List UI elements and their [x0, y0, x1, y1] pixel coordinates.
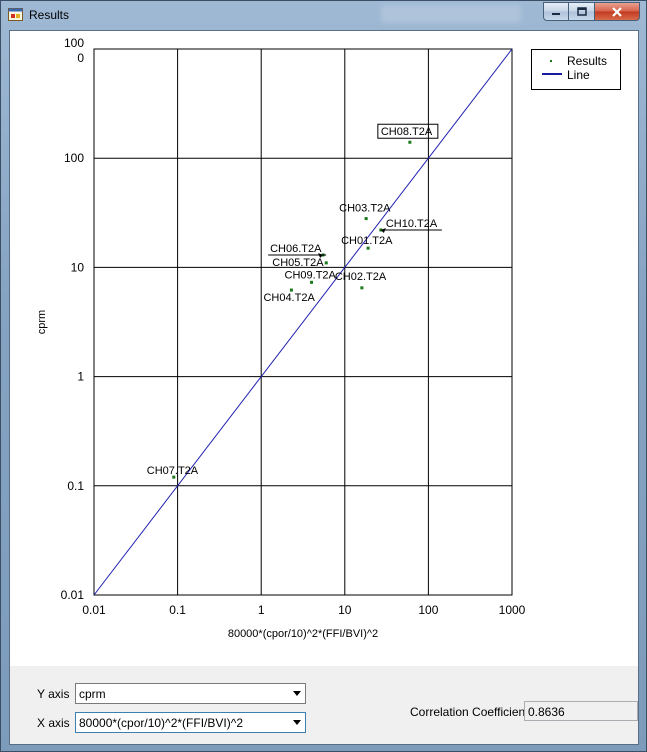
data-point-label: CH03.T2A [339, 203, 391, 215]
data-point-label: CH05.T2A [272, 257, 324, 269]
data-point [408, 140, 412, 144]
y-axis-label: Y axis [37, 687, 70, 701]
correlation-value: 0.8636 [528, 705, 565, 719]
y-axis-value: cprm [79, 687, 106, 701]
title-bar[interactable]: Results [1, 1, 646, 29]
correlation-label: Correlation Coefficient [410, 705, 529, 719]
data-label-arrowhead [318, 252, 324, 258]
x-axis-title: 80000*(cpor/10)^2*(FFI/BVI)^2 [228, 628, 378, 640]
x-axis-label: X axis [37, 716, 70, 730]
legend-swatches [542, 60, 562, 75]
y-axis-title: cprm [36, 310, 48, 334]
x-tick-label: 0.1 [169, 603, 186, 617]
data-point [324, 261, 328, 265]
legend-label-results: Results [567, 54, 608, 68]
maximize-button[interactable] [569, 2, 595, 21]
client-area: 0.01 0.1 1 10 100 1000 0.01 0.1 1 10 100 100 0 80000*… [9, 30, 639, 745]
window-controls [543, 2, 640, 21]
minimize-button[interactable] [543, 2, 569, 21]
window-title: Results [29, 8, 70, 22]
app-icon [8, 8, 23, 21]
chevron-down-icon[interactable] [288, 684, 305, 703]
chevron-down-icon[interactable] [288, 713, 305, 732]
y-axis-combo[interactable]: cprm [75, 683, 306, 704]
x-tick-label: 100 [418, 603, 438, 617]
data-point [172, 475, 176, 479]
data-point-label: CH06.T2A [270, 243, 322, 255]
y-top-tick-label: 0 [77, 51, 84, 65]
y-tick-label: 0.1 [67, 479, 84, 493]
x-axis-combo[interactable]: 80000*(cpor/10)^2*(FFI/BVI)^2 [75, 712, 306, 733]
data-point [289, 288, 293, 292]
y-top-tick-label: 100 [64, 36, 84, 50]
title-glass [381, 5, 521, 23]
x-tick-label: 10 [338, 603, 352, 617]
fit-line [93, 48, 513, 596]
data-point-label: CH02.T2A [335, 271, 387, 283]
data-point-label: CH09.T2A [285, 269, 337, 281]
data-label-arrowhead [380, 228, 386, 234]
data-point [310, 280, 314, 284]
y-tick-label: 1 [77, 370, 84, 384]
data-point [364, 217, 368, 221]
minimize-icon [552, 12, 560, 15]
maximize-icon [576, 6, 587, 16]
x-tick-label: 0.01 [82, 603, 106, 617]
x-tick-label: 1 [258, 603, 265, 617]
close-button[interactable] [595, 2, 640, 21]
data-point [360, 286, 364, 290]
axis-settings-panel: Y axis cprm X axis 80000*(cpor/10)^2*(FF… [10, 666, 638, 744]
legend-label-line: Line [567, 68, 590, 82]
data-point [366, 246, 370, 250]
data-point-label: CH08.T2A [381, 126, 433, 138]
legend-point-marker [550, 60, 552, 62]
y-tick-label: 10 [71, 260, 85, 274]
chart-legend: Results Line [531, 49, 621, 90]
y-tick-label: 100 [64, 151, 84, 165]
scatter-chart: 0.01 0.1 1 10 100 10000.010.1110100100080000*… [36, 36, 526, 640]
x-axis-value: 80000*(cpor/10)^2*(FFI/BVI)^2 [79, 716, 243, 730]
data-point-label: CH07.T2A [147, 465, 199, 477]
y-tick-label: 0.01 [61, 588, 85, 602]
correlation-textbox[interactable]: 0.8636 [524, 701, 638, 721]
data-point-label: CH01.T2A [341, 235, 393, 247]
x-tick-label: 1000 [499, 603, 526, 617]
data-label-box [377, 123, 439, 139]
data-point-label: CH10.T2A [386, 218, 438, 230]
plot-area-border [93, 48, 513, 596]
close-icon [612, 6, 622, 17]
data-point-label: CH04.T2A [263, 292, 315, 304]
